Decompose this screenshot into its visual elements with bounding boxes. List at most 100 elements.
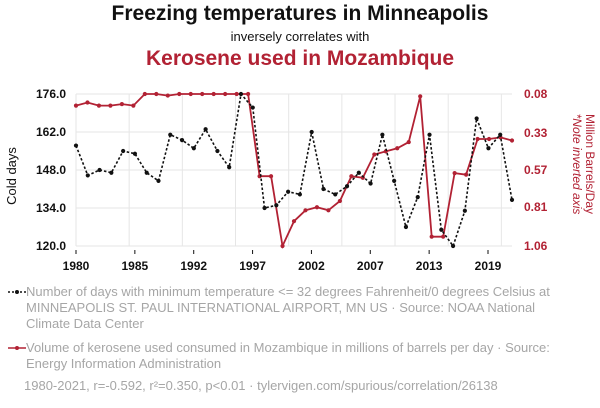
series1-point [344, 184, 350, 189]
x-axis: 1980 1985 1992 1997 2002 2007 2013 2019 [63, 250, 502, 273]
x-tick-label: 2019 [475, 259, 502, 273]
right-tick-label: 0.57 [524, 163, 548, 177]
series1-point [509, 197, 515, 202]
series2-point [337, 198, 342, 204]
right-tick-label: 1.06 [524, 239, 548, 253]
series1-point [191, 146, 196, 151]
series1-point [144, 170, 149, 175]
series2-point [291, 219, 297, 224]
x-tick-label: 1997 [239, 259, 266, 273]
series1-point [250, 105, 255, 110]
chart-title-secondary: Kerosene used in Mozambique [145, 47, 455, 70]
series2-point [142, 91, 147, 97]
left-tick-label: 148.0 [36, 163, 66, 177]
series1-point [262, 205, 267, 211]
series2-point [372, 152, 377, 157]
series1-point [215, 148, 220, 154]
series1-point [380, 132, 385, 137]
legend-series1: Number of days with minimum temperature … [8, 284, 566, 332]
x-tick-label: 2013 [416, 259, 443, 273]
grid-lines [75, 93, 512, 247]
series2-point [234, 91, 239, 97]
series2-point [96, 103, 102, 108]
series2-point [406, 139, 411, 145]
series1-point [321, 186, 326, 192]
series1-point [403, 224, 409, 230]
series2-point [177, 91, 182, 97]
series2-point [246, 91, 251, 97]
series1-point [121, 148, 126, 154]
x-tick-label: 1992 [180, 259, 207, 273]
left-tick-label: 120.0 [36, 239, 66, 253]
series1-point [427, 132, 432, 137]
legend-series1-swatch [8, 284, 26, 300]
series1-point [203, 127, 208, 132]
series2-point [268, 174, 274, 179]
series2-point [200, 91, 205, 97]
series2-point [314, 205, 320, 210]
series2-point [452, 171, 457, 176]
series1-point [286, 189, 291, 194]
x-tick-label: 2002 [298, 259, 325, 273]
series2-point [211, 91, 216, 97]
series1-point [462, 208, 467, 213]
series2-point [441, 234, 446, 239]
x-tick-label: 1985 [122, 259, 149, 273]
series2-point [165, 93, 170, 98]
series1-point [132, 151, 138, 156]
series2-point [509, 138, 515, 143]
series2-point [154, 91, 159, 97]
left-tick-label: 176.0 [36, 87, 66, 101]
series1-point [168, 132, 173, 137]
series2-point [131, 103, 136, 108]
left-axis: 120.0 134.0 148.0 162.0 176.0 Cold days [4, 87, 66, 253]
left-tick-label: 162.0 [36, 125, 66, 139]
series2-point [188, 91, 193, 97]
series2-point [85, 100, 90, 105]
series1-point [486, 146, 491, 151]
series2-point [418, 94, 423, 99]
series2-point [464, 172, 469, 177]
right-tick-label: 0.81 [524, 200, 548, 214]
series1-point [238, 91, 244, 97]
series2-point [280, 243, 285, 249]
left-tick-label: 134.0 [36, 201, 66, 215]
legend-series2-label: Volume of kerosene used consumed in Moza… [26, 340, 550, 371]
series2-point [303, 208, 308, 213]
series2-point [108, 103, 113, 108]
series2-point [119, 101, 124, 107]
series1-point [392, 178, 397, 183]
series2-point [395, 146, 400, 151]
series1-point [179, 138, 185, 143]
series1-line [75, 92, 513, 248]
series1-point [415, 195, 420, 200]
right-tick-label: 0.33 [524, 126, 548, 140]
series1-point [368, 181, 373, 186]
series2-point [349, 174, 354, 179]
series1-point [474, 116, 479, 121]
series1-point [97, 167, 102, 173]
legend-series2-swatch [8, 340, 26, 356]
chart-title: Freezing temperatures in Minneapolis [111, 2, 489, 25]
series1-point [274, 203, 279, 208]
right-axis-label: Million Barrels/Day [583, 114, 597, 214]
legend-series1-label: Number of days with minimum temperature … [26, 284, 550, 331]
series2-point [475, 136, 480, 142]
right-axis: 0.08 0.33 0.57 0.81 1.06 Million Barrels/Day*… [524, 87, 597, 253]
series2-point [486, 136, 492, 142]
series1-point [156, 178, 161, 183]
series2-point [223, 91, 228, 97]
series1-point [227, 165, 232, 170]
series1-point [333, 192, 338, 197]
series2-point [326, 208, 331, 213]
footer-stats: 1980-2021, r=-0.592, r²=0.350, p<0.01 · … [24, 378, 498, 393]
x-tick-label: 1980 [63, 259, 90, 273]
series1-point [297, 192, 302, 197]
series1-point [85, 173, 90, 178]
x-tick-label: 2007 [357, 259, 384, 273]
series1-point [109, 170, 114, 175]
series-lines [73, 91, 515, 250]
series1-point [356, 170, 361, 175]
series1-point [439, 227, 444, 232]
